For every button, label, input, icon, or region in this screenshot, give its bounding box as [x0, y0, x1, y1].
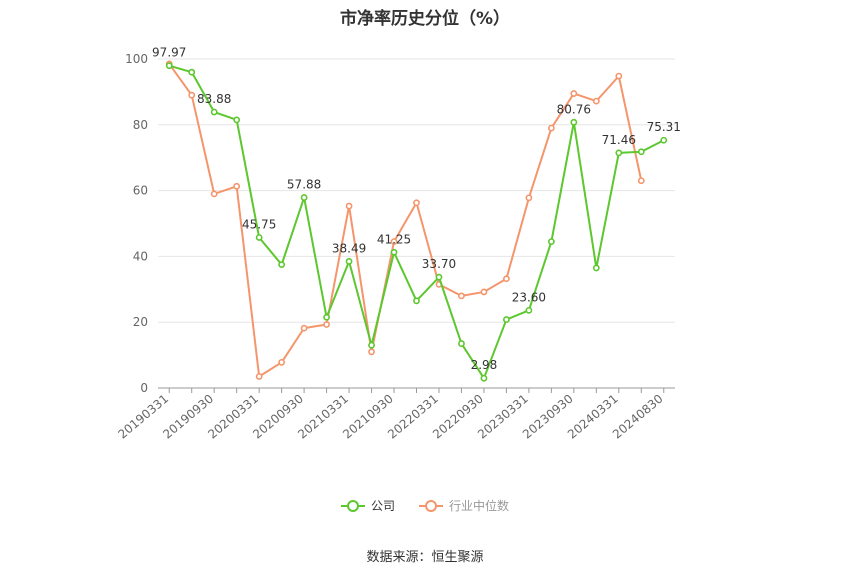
chart-title: 市净率历史分位（%）	[339, 9, 511, 29]
data-point-company	[570, 118, 578, 126]
data-point-company	[637, 148, 645, 156]
legend-swatch-industry	[419, 499, 443, 512]
data-point-industry	[525, 194, 533, 202]
legend: 公司 行业中位数	[0, 497, 850, 514]
data-point-company	[435, 273, 443, 281]
x-axis: 2019033120190930202003312020093020210331…	[115, 387, 675, 442]
data-label: 2.98	[471, 358, 498, 372]
data-point-company	[300, 194, 308, 201]
data-point-company	[165, 62, 173, 70]
data-point-industry	[570, 90, 578, 97]
data-point-industry	[592, 97, 600, 105]
data-point-company	[660, 136, 668, 144]
y-axis-ticks: 0 20 40 60 80 100	[125, 52, 148, 395]
y-tick-label: 20	[133, 315, 148, 329]
x-tick-label: 20240830	[610, 392, 666, 442]
data-label: 45.75	[242, 217, 276, 231]
data-label: 97.97	[152, 46, 186, 60]
data-label: 71.46	[602, 133, 636, 147]
y-tick-label: 100	[125, 52, 148, 66]
legend-label-industry: 行业中位数	[449, 499, 510, 513]
data-point-company	[458, 340, 465, 347]
data-point-industry	[210, 190, 218, 198]
data-label: 41.25	[377, 232, 411, 246]
data-point-company	[368, 341, 375, 349]
data-point-company	[210, 108, 218, 116]
data-point-company	[592, 264, 600, 272]
y-tick-label: 40	[133, 249, 148, 263]
data-point-industry	[255, 373, 263, 380]
data-point-industry	[233, 182, 241, 190]
y-tick-label: 60	[133, 184, 148, 198]
data-point-industry	[547, 124, 555, 132]
data-point-company	[323, 313, 330, 321]
y-tick-label: 80	[133, 118, 148, 132]
data-labels: 97.97 83.88 45.75 57.88 38.49 41.25 33.70 2.98 2…	[152, 46, 681, 373]
legend-swatch-company	[340, 499, 365, 512]
data-point-industry	[300, 324, 308, 332]
legend-label-company: 公司	[370, 499, 395, 513]
data-point-industry	[503, 275, 510, 283]
data-point-industry	[458, 292, 465, 300]
data-label: 23.60	[512, 290, 546, 304]
data-point-company	[480, 374, 488, 382]
data-point-company	[345, 257, 353, 265]
data-point-industry	[390, 238, 398, 245]
data-point-company	[255, 234, 263, 241]
grid-lines	[158, 58, 675, 323]
y-tick-label: 0	[140, 381, 148, 395]
data-label: 38.49	[332, 241, 366, 255]
data-point-company	[390, 248, 398, 256]
data-label: 33.70	[422, 257, 456, 271]
data-point-industry	[480, 288, 488, 296]
data-label: 83.88	[197, 92, 231, 106]
data-point-industry	[368, 348, 375, 356]
series-layer	[165, 60, 668, 382]
data-label: 57.88	[287, 178, 321, 192]
data-point-industry	[278, 358, 286, 366]
data-point-company	[525, 306, 533, 314]
series-line-industry	[168, 63, 643, 378]
data-point-industry	[413, 199, 420, 207]
data-label: 75.31	[647, 120, 681, 134]
data-point-company	[188, 68, 196, 76]
data-point-company	[503, 316, 510, 323]
legend-item-company[interactable]: 公司	[340, 497, 395, 514]
data-point-company	[615, 149, 623, 157]
data-point-industry	[188, 91, 196, 99]
data-point-company	[233, 116, 241, 124]
data-point-industry	[323, 321, 330, 328]
data-source: 数据来源：恒生聚源	[366, 550, 484, 565]
data-point-company	[278, 261, 286, 269]
data-point-company	[547, 238, 555, 245]
data-point-industry	[637, 177, 645, 185]
data-point-company	[413, 297, 420, 305]
data-label: 80.76	[557, 102, 591, 116]
legend-item-industry[interactable]: 行业中位数	[419, 497, 509, 514]
data-point-industry	[615, 72, 623, 80]
data-point-industry	[345, 202, 353, 210]
